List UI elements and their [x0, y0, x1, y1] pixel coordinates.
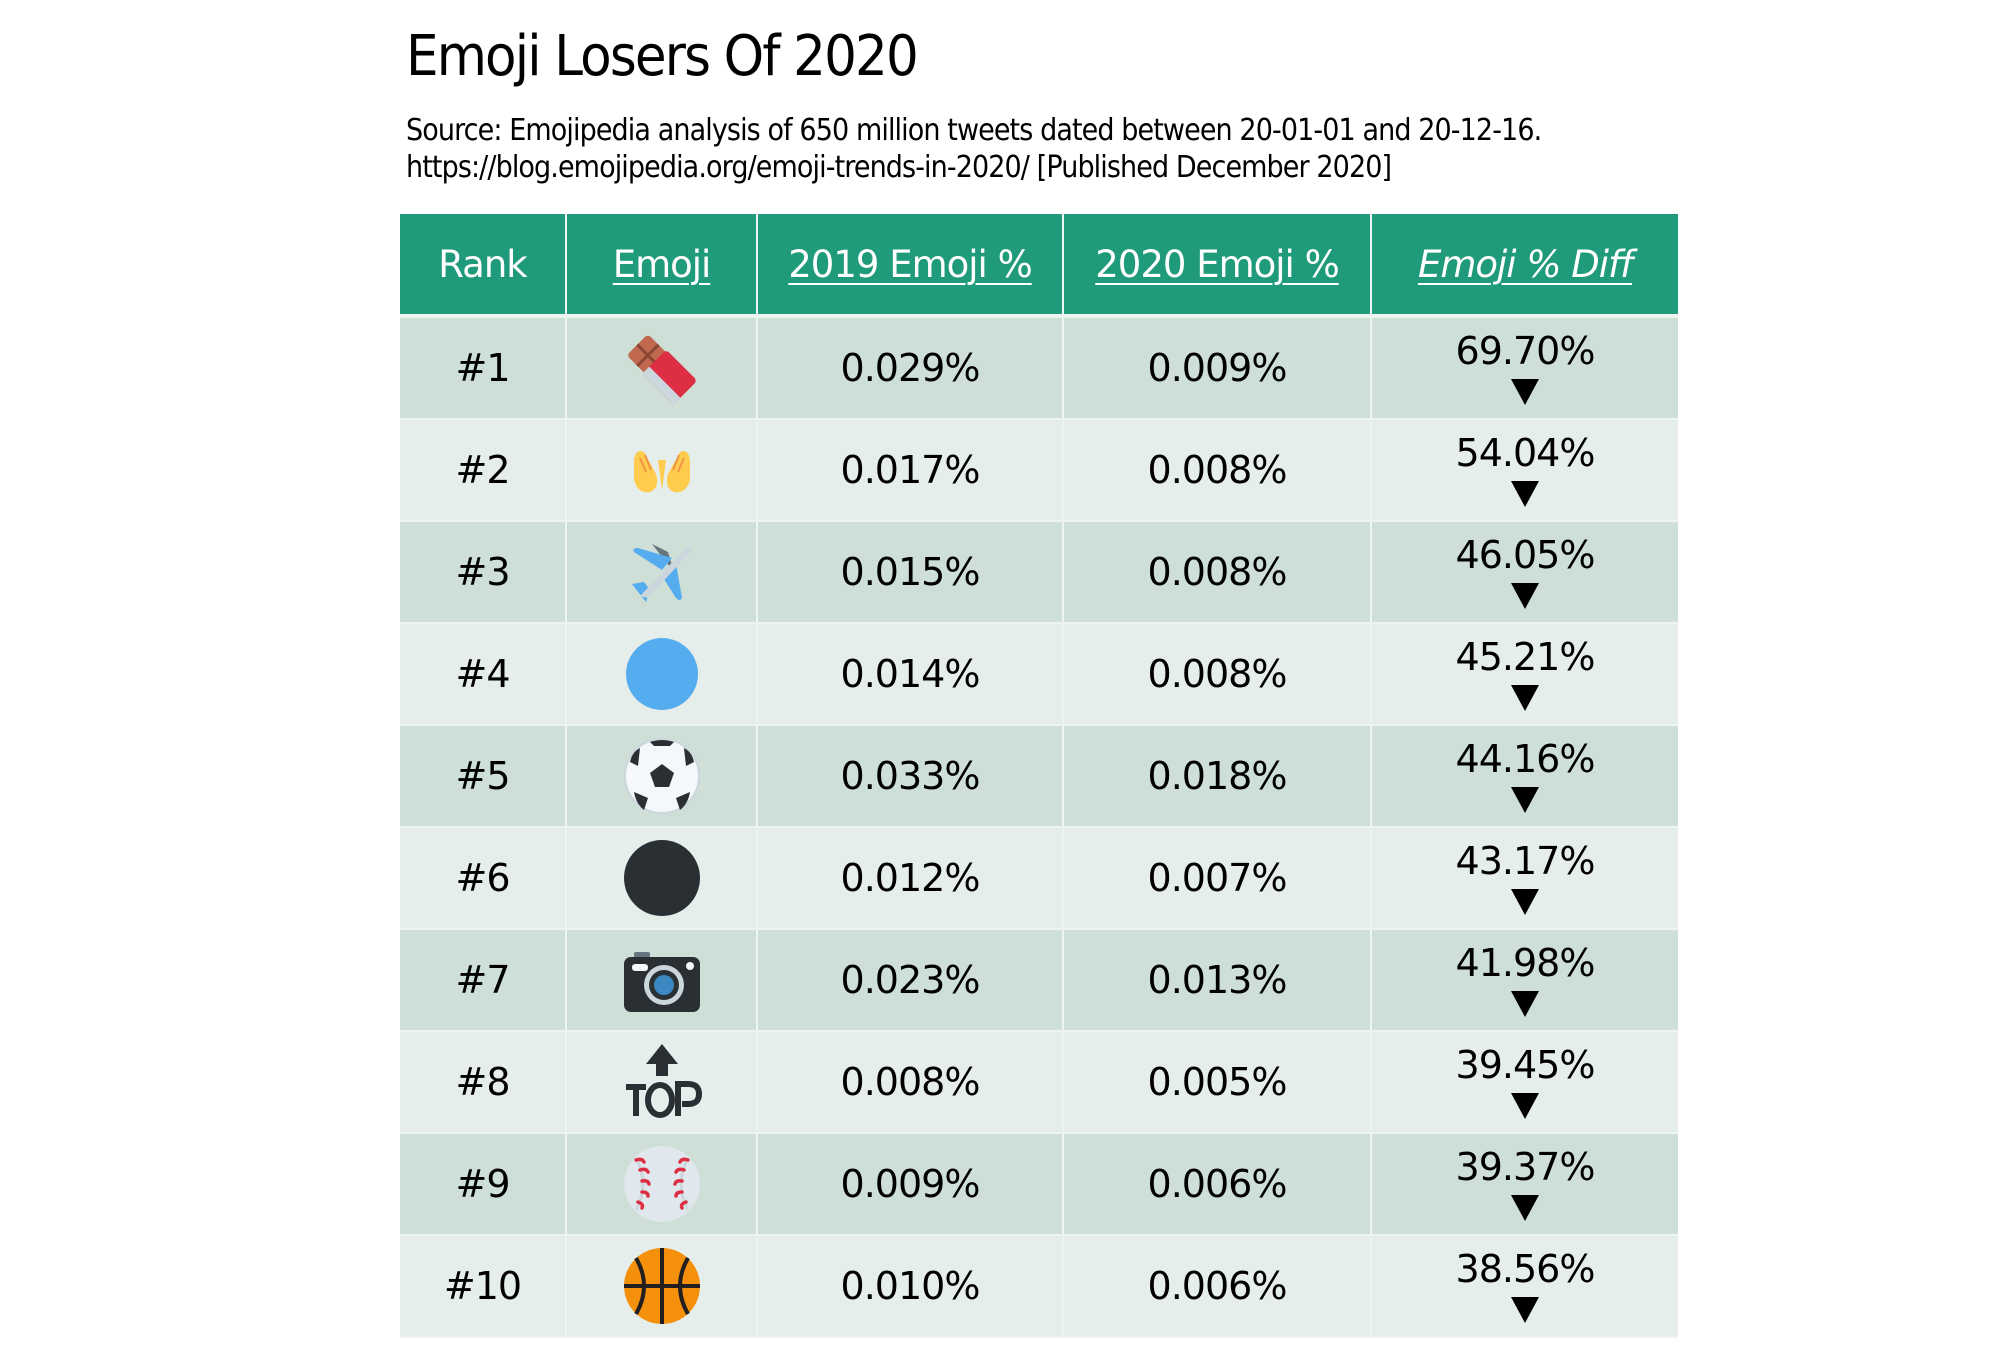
table-row: #1 0.029% 0.009% 69.70%: [400, 316, 1678, 420]
airplane-icon: [631, 544, 692, 602]
table-row: #7 0.023% 0.013% 41.98%: [400, 929, 1678, 1032]
diff-cell: 43.17%: [1371, 827, 1678, 930]
down-triangle-icon: [1511, 379, 1539, 405]
rank-cell: #6: [400, 827, 567, 930]
y2019-cell: 0.010%: [757, 1235, 1064, 1338]
rank-cell: #8: [400, 1031, 567, 1134]
down-triangle-icon: [1511, 1093, 1539, 1119]
table-row: #5 0.033% 0.018% 44.16%: [400, 725, 1678, 828]
rank-cell: #3: [400, 521, 567, 624]
down-triangle-icon: [1511, 685, 1539, 711]
table-row: #6 0.012% 0.007% 43.17%: [400, 827, 1678, 930]
y2020-cell: 0.006%: [1063, 1133, 1372, 1236]
rank-cell: #5: [400, 725, 567, 828]
y2020-cell: 0.018%: [1063, 725, 1372, 828]
y2019-cell: 0.033%: [757, 725, 1064, 828]
down-triangle-icon: [1511, 583, 1539, 609]
y2020-cell: 0.008%: [1063, 419, 1372, 522]
diff-cell: 39.37%: [1371, 1133, 1678, 1236]
y2020-cell: 0.013%: [1063, 929, 1372, 1032]
down-triangle-icon: [1511, 481, 1539, 507]
y2019-cell: 0.023%: [757, 929, 1064, 1032]
table-row: #8 0.008% 0.005% 39.45%: [400, 1031, 1678, 1134]
table-row: #9 0.009% 0.006% 39.37%: [400, 1133, 1678, 1236]
header-2020[interactable]: 2020 Emoji %: [1063, 214, 1372, 318]
header-emoji[interactable]: Emoji: [566, 214, 758, 318]
y2020-cell: 0.008%: [1063, 521, 1372, 624]
y2020-cell: 0.006%: [1063, 1235, 1372, 1338]
emoji-cell: [566, 725, 758, 828]
down-triangle-icon: [1511, 1297, 1539, 1323]
diff-cell: 54.04%: [1371, 419, 1678, 522]
chart-title: Emoji Losers Of 2020: [406, 24, 919, 89]
table-row: #10 0.010% 0.006% 38.56%: [400, 1235, 1678, 1338]
diff-cell: 69.70%: [1371, 316, 1678, 420]
basketball-icon: [623, 1248, 700, 1324]
table-row: #2 0.017% 0.008% 54.04%: [400, 419, 1678, 522]
rank-cell: #10: [400, 1235, 567, 1338]
down-triangle-icon: [1511, 991, 1539, 1017]
blue-circle-icon: [625, 638, 698, 710]
emoji-cell: [566, 1235, 758, 1338]
header-2019[interactable]: 2019 Emoji %: [757, 214, 1064, 318]
y2019-cell: 0.008%: [757, 1031, 1064, 1134]
emoji-cell: [566, 316, 758, 420]
emoji-cell: [566, 1133, 758, 1236]
emoji-cell: [566, 929, 758, 1032]
diff-cell: 38.56%: [1371, 1235, 1678, 1338]
y2020-cell: 0.005%: [1063, 1031, 1372, 1134]
diff-cell: 41.98%: [1371, 929, 1678, 1032]
emoji-cell: [566, 1031, 758, 1134]
soccer-ball-icon: [623, 738, 700, 814]
y2019-cell: 0.015%: [757, 521, 1064, 624]
emoji-cell: [566, 827, 758, 930]
y2020-cell: 0.007%: [1063, 827, 1372, 930]
emoji-cell: [566, 419, 758, 522]
y2019-cell: 0.012%: [757, 827, 1064, 930]
diff-cell: 44.16%: [1371, 725, 1678, 828]
table-header-row: Rank Emoji 2019 Emoji % 2020 Emoji % Emo…: [400, 214, 1678, 318]
palms-up-together-icon: [633, 451, 690, 493]
header-diff[interactable]: Emoji % Diff: [1371, 214, 1678, 318]
rank-cell: #4: [400, 623, 567, 726]
top-arrow-icon: [625, 1044, 702, 1118]
black-circle-icon: [623, 840, 700, 916]
table-row: #4 0.014% 0.008% 45.21%: [400, 623, 1678, 726]
y2019-cell: 0.029%: [757, 316, 1064, 420]
down-triangle-icon: [1511, 889, 1539, 915]
rank-cell: #9: [400, 1133, 567, 1236]
down-triangle-icon: [1511, 787, 1539, 813]
emoji-losers-table: Rank Emoji 2019 Emoji % 2020 Emoji % Emo…: [400, 214, 1678, 1338]
chart-subtitle: Source: Emojipedia analysis of 650 milli…: [406, 112, 1542, 186]
header-rank: Rank: [400, 214, 567, 318]
rank-cell: #2: [400, 419, 567, 522]
emoji-cell: [566, 521, 758, 624]
subtitle-source: Source: Emojipedia analysis of 650 milli…: [406, 113, 1542, 148]
rank-cell: #1: [400, 316, 567, 420]
diff-cell: 46.05%: [1371, 521, 1678, 624]
diff-cell: 45.21%: [1371, 623, 1678, 726]
chocolate-bar-icon: [627, 335, 696, 405]
table-row: #3 0.015% 0.008% 46.05%: [400, 521, 1678, 624]
camera-icon: [623, 952, 700, 1012]
emoji-cell: [566, 623, 758, 726]
subtitle-url: https://blog.emojipedia.org/emoji-trends…: [406, 150, 1392, 185]
rank-cell: #7: [400, 929, 567, 1032]
down-triangle-icon: [1511, 1195, 1539, 1221]
baseball-icon: [623, 1146, 700, 1222]
y2019-cell: 0.009%: [757, 1133, 1064, 1236]
y2020-cell: 0.008%: [1063, 623, 1372, 726]
y2019-cell: 0.017%: [757, 419, 1064, 522]
y2019-cell: 0.014%: [757, 623, 1064, 726]
y2020-cell: 0.009%: [1063, 316, 1372, 420]
diff-cell: 39.45%: [1371, 1031, 1678, 1134]
